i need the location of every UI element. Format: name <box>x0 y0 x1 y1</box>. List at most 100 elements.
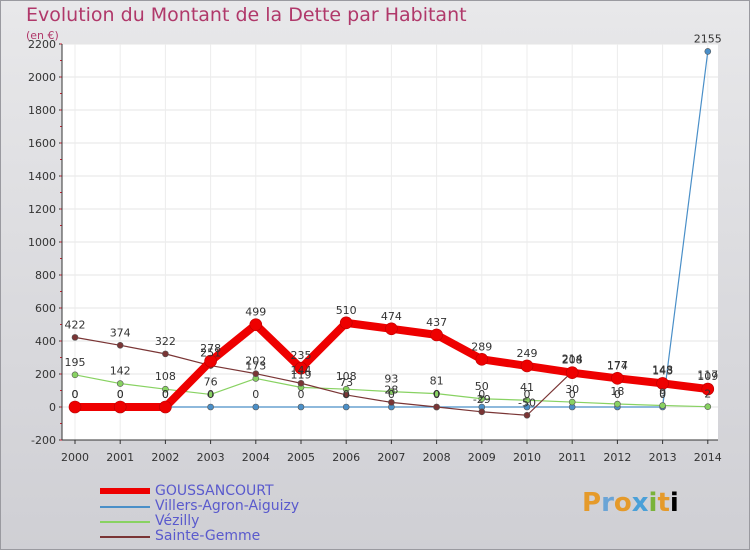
data-point <box>430 328 443 342</box>
data-point <box>478 408 486 416</box>
data-point <box>611 371 624 385</box>
data-point <box>71 371 79 379</box>
chart-subtitle: (en €) <box>26 29 59 42</box>
data-label: 202 <box>245 355 266 368</box>
data-point <box>252 370 260 377</box>
data-label: 0 <box>298 388 305 401</box>
data-point <box>656 377 669 390</box>
data-label: 144 <box>291 364 312 377</box>
data-label: 0 <box>72 388 79 401</box>
x-tick-label: 2001 <box>106 451 134 464</box>
x-tick-label: 2013 <box>649 451 677 464</box>
data-label: 2 <box>704 388 711 401</box>
data-label: 50 <box>475 380 489 393</box>
x-tick-label: 2012 <box>603 451 631 464</box>
data-point <box>614 400 621 408</box>
data-point <box>116 380 124 387</box>
data-label: 73 <box>339 376 353 389</box>
data-label: 174 <box>607 359 628 372</box>
data-point <box>116 341 124 349</box>
data-point <box>704 48 712 55</box>
data-point <box>204 354 217 368</box>
data-point <box>68 400 82 414</box>
data-point <box>565 366 579 379</box>
data-point <box>339 316 353 330</box>
data-label: 18 <box>610 385 624 398</box>
data-label: 28 <box>384 383 398 396</box>
y-tick-label: 2200 <box>28 38 56 51</box>
data-point <box>385 322 398 336</box>
data-label: 214 <box>562 353 583 366</box>
data-label: 0 <box>207 388 214 401</box>
y-tick-label: 800 <box>35 269 56 282</box>
data-label: 208 <box>562 354 583 367</box>
data-label: 76 <box>204 375 218 388</box>
data-label: 81 <box>430 375 444 388</box>
data-label: 117 <box>697 369 718 382</box>
data-point <box>342 391 350 399</box>
data-label: 148 <box>652 364 673 377</box>
x-tick-label: 2004 <box>242 451 270 464</box>
data-label: 0 <box>162 388 169 401</box>
data-label: 0 <box>478 388 485 401</box>
data-label: 249 <box>517 347 538 360</box>
y-tick-label: 1400 <box>28 170 56 183</box>
legend-swatch-goussancourt <box>100 488 150 494</box>
data-point <box>294 361 308 375</box>
y-tick-label: -200 <box>31 434 56 447</box>
data-label: 235 <box>291 349 312 362</box>
data-point <box>701 382 715 396</box>
data-point <box>113 400 127 414</box>
x-tick-label: 2014 <box>694 451 722 464</box>
data-point <box>388 388 395 395</box>
data-point <box>249 318 263 331</box>
x-tick-label: 2008 <box>423 451 451 464</box>
data-label: 251 <box>200 347 221 360</box>
data-label: 0 <box>252 388 259 401</box>
legend-label: Villers-Agron-Aiguizy <box>155 498 300 514</box>
data-label: 2155 <box>694 32 722 45</box>
x-tick-label: 2000 <box>61 451 89 464</box>
data-label: 0 <box>569 388 576 401</box>
data-point <box>523 396 531 404</box>
data-label: 143 <box>652 364 673 377</box>
x-tick-label: 2005 <box>287 451 315 464</box>
x-tick-label: 2011 <box>558 451 586 464</box>
x-tick-label: 2007 <box>377 451 405 464</box>
x-tick-label: 2003 <box>197 451 225 464</box>
y-tick-label: 1600 <box>28 137 56 150</box>
data-point <box>388 399 395 406</box>
data-point <box>478 395 486 403</box>
data-point <box>475 353 489 366</box>
data-label: 0 <box>388 388 395 401</box>
legend-swatch-vezilly <box>100 521 150 523</box>
data-point <box>523 411 531 419</box>
y-tick-label: 0 <box>49 401 56 414</box>
y-tick-label: 400 <box>35 335 56 348</box>
data-point <box>159 400 172 414</box>
data-label: 108 <box>155 370 176 383</box>
data-label: 0 <box>433 388 440 401</box>
data-label: 437 <box>426 316 447 329</box>
data-label: 0 <box>659 388 666 401</box>
legend-swatch-sainte-gemme <box>100 536 150 538</box>
data-point <box>520 359 534 373</box>
data-label: 374 <box>110 326 131 339</box>
data-label: 499 <box>245 306 266 319</box>
proxiti-logo: Proxiti <box>582 488 679 518</box>
data-point <box>659 402 666 409</box>
data-label: 119 <box>291 368 312 381</box>
data-label: 108 <box>336 370 357 383</box>
data-label: 177 <box>607 359 628 372</box>
data-label: 142 <box>110 365 131 378</box>
y-tick-label: 1800 <box>28 104 56 117</box>
data-label: 0 <box>343 388 350 401</box>
data-label: 322 <box>155 335 176 348</box>
data-label: -29 <box>473 393 491 406</box>
data-label: 0 <box>72 388 79 401</box>
x-tick-label: 2006 <box>332 451 360 464</box>
data-point <box>523 403 531 411</box>
data-point <box>162 350 169 358</box>
data-point <box>207 403 214 411</box>
